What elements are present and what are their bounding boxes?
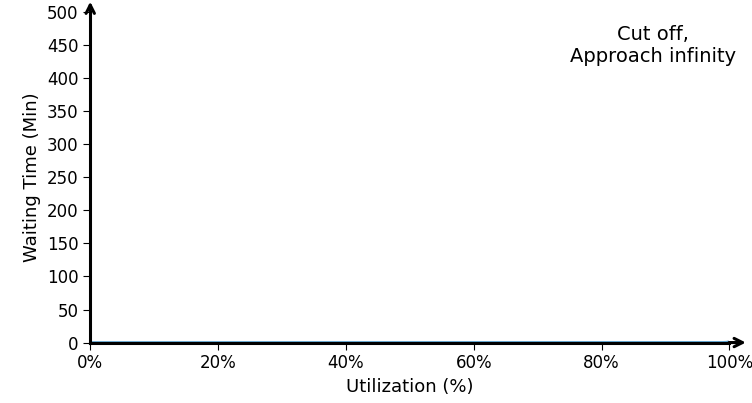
X-axis label: Utilization (%): Utilization (%) [346,378,474,396]
Y-axis label: Waiting Time (Min): Waiting Time (Min) [23,93,41,262]
Text: Cut off,
Approach infinity: Cut off, Approach infinity [570,25,735,66]
